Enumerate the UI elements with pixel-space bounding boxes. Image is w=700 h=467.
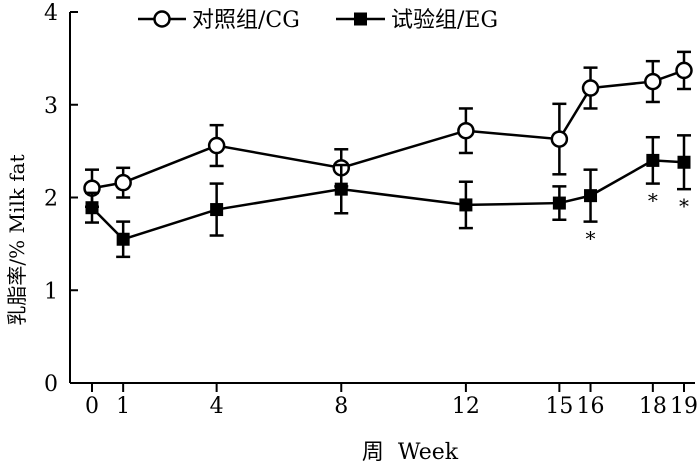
y-tick-label: 1: [44, 279, 58, 304]
legend-label: 试验组/EG: [391, 8, 498, 33]
data-point: [552, 196, 566, 210]
series-layer: * * *: [83, 50, 693, 259]
data-point: [581, 79, 600, 97]
data-point: [210, 203, 224, 217]
data-point: [584, 189, 598, 203]
data-point: [644, 72, 662, 91]
data-point: [85, 201, 99, 215]
data-point: [646, 153, 660, 167]
data-point: [207, 136, 226, 155]
x-tick-label: 18: [639, 394, 667, 419]
series-cg: [83, 50, 693, 209]
significance-marker: *: [586, 227, 596, 251]
legend-label: 对照组/CG: [192, 8, 300, 33]
y-tick-label: 0: [44, 372, 58, 397]
legend-item-cg: 对照组/CG: [138, 8, 300, 33]
y-tick-label: 4: [44, 1, 58, 26]
y-axis-title: 乳脂率/% Milk fat: [5, 154, 29, 325]
significance-marker: *: [679, 194, 689, 218]
legend-marker: [153, 10, 171, 28]
significance-marker: *: [648, 189, 658, 213]
x-tick-label: 1: [116, 394, 130, 419]
series-eg: [85, 134, 691, 259]
x-tick-label: 15: [545, 394, 573, 419]
y-tick-label: 3: [44, 94, 58, 119]
data-point: [677, 155, 691, 169]
x-tick-label: 0: [85, 394, 99, 419]
data-point: [116, 232, 130, 246]
x-tick-label: 19: [670, 394, 698, 419]
data-point: [550, 130, 569, 148]
data-point: [114, 173, 132, 192]
legend-item-eg: 试验组/EG: [336, 8, 498, 33]
legend: 对照组/CG 试验组/EG: [138, 8, 498, 33]
y-tick-label: 2: [44, 187, 58, 212]
x-tick-label: 4: [210, 394, 224, 419]
data-point: [459, 198, 473, 212]
x-axis-title: 周 Week: [362, 440, 459, 465]
data-point: [675, 61, 693, 80]
legend-marker: [354, 12, 367, 26]
x-tick-label: 12: [452, 394, 480, 419]
data-point: [334, 182, 348, 196]
x-tick-label: 8: [334, 394, 348, 419]
x-tick-label: 16: [577, 394, 605, 419]
data-point: [457, 121, 475, 140]
